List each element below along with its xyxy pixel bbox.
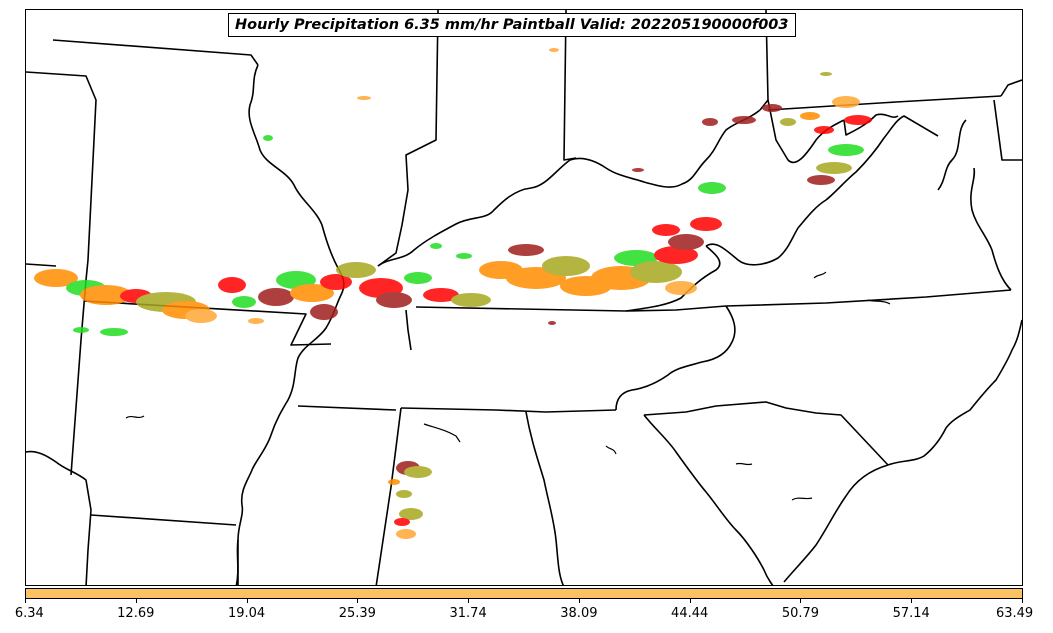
colorbar-tick — [800, 599, 802, 603]
map-title: Hourly Precipitation 6.35 mm/hr Paintbal… — [228, 13, 796, 37]
colorbar-tick — [689, 599, 691, 603]
colorbar-tick — [246, 599, 248, 603]
lake-outlines — [125, 271, 891, 501]
colorbar-tick-label: 25.39 — [338, 606, 376, 621]
colorbar-tick — [135, 599, 137, 603]
colorbar-tick-label: 6.34 — [14, 606, 44, 621]
map-panel — [25, 9, 1023, 586]
colorbar-tick-label: 19.04 — [227, 606, 266, 621]
colorbar-tick-label: 31.74 — [449, 606, 487, 621]
colorbar-tick-label: 50.79 — [781, 606, 820, 621]
colorbar-tick — [357, 599, 359, 603]
colorbar-tick-label: 63.49 — [995, 606, 1034, 621]
colorbar-tick-label: 38.09 — [560, 606, 598, 621]
colorbar-tick-label: 44.44 — [671, 606, 709, 621]
precip-paintballs — [34, 48, 872, 539]
colorbar-tick — [578, 599, 580, 603]
colorbar-tick — [1022, 599, 1023, 603]
colorbar — [25, 588, 1023, 599]
colorbar-tick — [25, 599, 26, 603]
colorbar-tick-label: 12.69 — [117, 606, 155, 621]
colorbar-tick — [468, 599, 470, 603]
colorbar-tick-label: 57.14 — [892, 606, 930, 621]
colorbar-tick — [911, 599, 913, 603]
map-canvas — [26, 10, 1022, 585]
